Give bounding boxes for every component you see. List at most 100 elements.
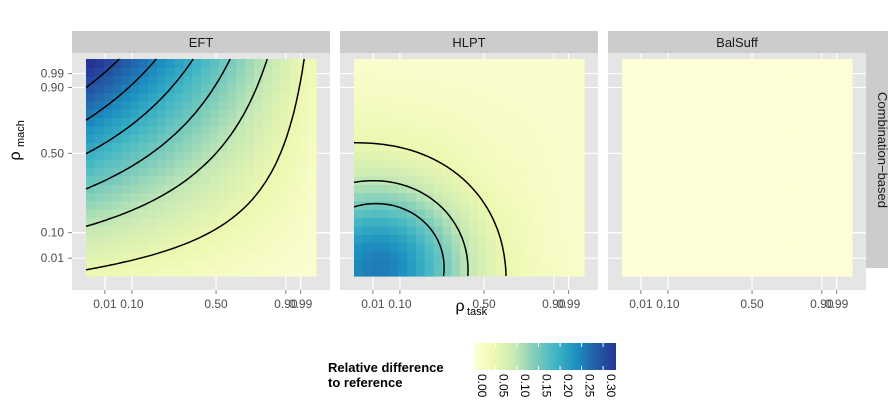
heat-tile xyxy=(156,150,167,160)
heat-tile xyxy=(307,125,317,135)
heat-tile xyxy=(227,167,237,177)
heat-tile xyxy=(530,200,541,210)
heat-tile xyxy=(513,192,523,202)
heat-tile xyxy=(389,225,399,235)
heat-tile xyxy=(156,92,167,102)
heat-tile xyxy=(548,242,559,252)
heat-tile xyxy=(816,75,827,85)
heat-tile xyxy=(280,67,291,77)
heat-tile xyxy=(389,100,399,110)
heat-tile xyxy=(790,192,800,202)
heat-tile xyxy=(548,59,559,68)
heat-tile xyxy=(218,159,229,169)
heat-tile xyxy=(834,109,844,119)
heat-tile xyxy=(745,125,756,135)
heat-tile xyxy=(530,142,541,152)
heat-tile xyxy=(834,167,844,177)
heat-tile xyxy=(209,184,220,194)
heat-tile xyxy=(486,242,497,252)
heat-tile xyxy=(825,217,835,227)
heat-tile xyxy=(798,225,809,235)
heat-tile xyxy=(271,109,282,119)
heat-tile xyxy=(666,167,676,177)
heat-tile xyxy=(630,134,641,144)
heat-tile xyxy=(165,184,176,194)
heat-tile xyxy=(424,134,435,144)
heat-tile xyxy=(469,242,479,252)
heat-tile xyxy=(139,234,149,244)
heat-tile xyxy=(424,67,435,77)
heat-tile xyxy=(183,175,193,185)
heat-tile xyxy=(548,259,559,269)
heat-tile xyxy=(701,100,712,110)
heat-tile xyxy=(469,167,479,177)
heat-tile xyxy=(666,75,676,85)
heat-tile xyxy=(763,175,773,185)
heat-tile xyxy=(504,267,514,277)
heat-tile xyxy=(289,175,299,185)
heat-tile xyxy=(236,159,246,169)
heat-tile xyxy=(843,242,853,252)
heat-tile xyxy=(807,159,818,169)
heat-tile xyxy=(271,175,282,185)
heat-tile xyxy=(407,92,417,102)
legend-breaks: 0.00 0.05 0.10 0.15 0.20 0.25 0.30 xyxy=(473,343,618,398)
heat-tile xyxy=(147,167,158,177)
heat-tile xyxy=(737,267,747,277)
row-strip-label: Combination−based xyxy=(875,92,888,208)
heat-tile xyxy=(245,200,255,210)
heat-tile xyxy=(307,150,317,160)
heat-tile xyxy=(754,134,765,144)
heat-tile xyxy=(398,192,408,202)
heat-tile xyxy=(683,259,694,269)
heat-tile xyxy=(433,75,444,85)
heat-tile xyxy=(790,84,800,93)
heat-tile xyxy=(522,234,532,244)
heat-tile xyxy=(86,67,96,77)
heat-tile xyxy=(622,84,632,93)
heat-tile xyxy=(398,225,408,235)
heat-tile xyxy=(701,175,712,185)
heat-tile xyxy=(522,175,532,185)
heat-tile xyxy=(245,192,255,202)
heat-tile xyxy=(639,259,650,269)
heat-tile xyxy=(192,92,202,102)
heat-tile xyxy=(728,209,738,219)
heat-tile xyxy=(477,92,488,102)
heat-tile xyxy=(407,159,417,169)
heat-tile xyxy=(209,217,220,227)
heat-tile xyxy=(763,234,773,244)
heat-tile xyxy=(156,234,167,244)
heat-tile xyxy=(192,134,202,144)
heat-tile xyxy=(94,150,105,160)
heat-tile xyxy=(227,234,237,244)
heat-tile xyxy=(442,159,452,169)
heat-tile xyxy=(362,125,373,135)
heat-tile xyxy=(380,217,390,227)
heat-tile xyxy=(112,84,122,93)
heat-tile xyxy=(460,125,470,135)
heat-tile xyxy=(362,250,373,260)
heat-tile xyxy=(657,209,667,219)
heat-tile xyxy=(710,200,720,210)
heat-tile xyxy=(630,167,641,177)
heat-tile xyxy=(262,117,273,127)
heat-tile xyxy=(530,109,541,119)
heat-tile xyxy=(728,242,738,252)
heat-tile xyxy=(121,134,131,144)
heat-tile xyxy=(675,84,685,93)
heat-tile xyxy=(477,84,488,93)
heat-tile xyxy=(772,75,782,85)
heat-tile xyxy=(825,200,835,210)
heat-tile xyxy=(657,59,667,68)
heat-tile xyxy=(469,259,479,269)
heat-tile xyxy=(798,142,809,152)
heat-tile xyxy=(121,184,131,194)
heat-tile xyxy=(834,267,844,277)
heat-tile xyxy=(298,67,308,77)
heat-tile xyxy=(710,92,720,102)
heat-tile xyxy=(575,217,585,227)
heat-tile xyxy=(825,117,835,127)
heat-tile xyxy=(754,67,765,77)
heat-tile xyxy=(201,175,211,185)
